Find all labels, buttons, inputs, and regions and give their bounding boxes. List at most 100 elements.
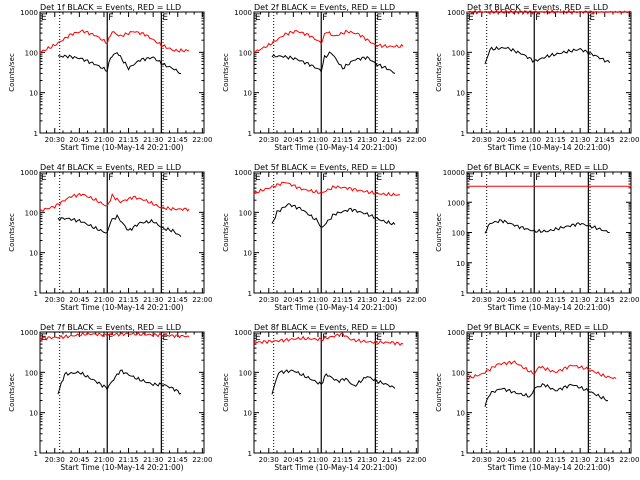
time-marker-label: E [589, 173, 595, 183]
x-axis-label: Start Time (10-May-14 20:21:00) [487, 303, 610, 312]
x-tick-label: 21:15 [118, 296, 138, 304]
x-tick-label: 20:30 [472, 136, 492, 144]
y-tick-label: 10 [29, 90, 38, 98]
x-tick-label: 21:00 [521, 296, 541, 304]
y-axis-label: Counts/sec [222, 373, 230, 412]
x-tick-label: 21:30 [357, 296, 377, 304]
x-tick-label: 20:30 [472, 456, 492, 464]
x-tick-label: 21:15 [118, 456, 138, 464]
time-marker-label: E [41, 173, 47, 183]
time-marker-label: F [108, 173, 113, 183]
x-tick-label: 22:00 [406, 456, 426, 464]
plot-frame [253, 171, 419, 294]
x-tick-label: 22:00 [192, 136, 212, 144]
time-marker-label: F [322, 173, 327, 183]
x-tick-label: 21:00 [94, 296, 114, 304]
time-marker-label: E [468, 173, 474, 183]
series-line-events [484, 46, 611, 65]
y-tick-label: 100 [25, 209, 38, 217]
time-marker-label: E [376, 173, 382, 183]
chart-title: Det 7f BLACK = Events, RED = LLD [40, 323, 181, 332]
y-tick-label: 1 [461, 290, 465, 298]
x-tick-label: 20:45 [496, 136, 516, 144]
x-tick-label: 21:45 [595, 136, 615, 144]
series-line-events [271, 51, 396, 74]
x-tick-label: 21:45 [168, 136, 188, 144]
time-marker-label: E [468, 333, 474, 343]
y-tick-label: 100 [239, 209, 252, 217]
x-tick-label: 21:15 [545, 456, 565, 464]
y-tick-label: 1000 [447, 9, 465, 17]
time-marker-label: E [255, 13, 261, 23]
x-axis-label: Start Time (10-May-14 20:21:00) [274, 463, 397, 472]
y-tick-label: 1000 [20, 169, 38, 177]
x-tick-label: 21:30 [570, 456, 590, 464]
time-marker-label: F [322, 13, 327, 23]
series-line-lld [39, 192, 190, 212]
series-line-events [271, 369, 396, 395]
y-tick-label: 10 [456, 260, 465, 268]
x-tick-label: 21:15 [332, 136, 352, 144]
y-tick-label: 100 [239, 49, 252, 57]
time-marker-label: E [162, 173, 168, 183]
x-tick-label: 20:45 [69, 296, 89, 304]
y-tick-label: 1 [248, 290, 252, 298]
time-marker-label: F [322, 333, 327, 343]
x-tick-label: 20:45 [69, 456, 89, 464]
x-tick-label: 21:30 [143, 296, 163, 304]
chart-title: Det 1f BLACK = Events, RED = LLD [40, 3, 181, 12]
x-tick-label: 21:30 [143, 136, 163, 144]
y-axis-label: Counts/sec [435, 53, 443, 92]
x-axis-label: Start Time (10-May-14 20:21:00) [60, 303, 183, 312]
x-tick-label: 22:00 [619, 456, 639, 464]
y-tick-label: 1000 [20, 329, 38, 337]
series-line-lld [39, 29, 190, 54]
time-marker-label: E [589, 333, 595, 343]
time-marker-label: E [589, 13, 595, 23]
x-axis-label: Start Time (10-May-14 20:21:00) [487, 143, 610, 152]
x-tick-label: 21:00 [308, 136, 328, 144]
plot-frame [466, 171, 632, 294]
y-axis-label: Counts/sec [8, 213, 16, 252]
x-tick-label: 20:30 [45, 296, 65, 304]
x-tick-label: 20:30 [472, 296, 492, 304]
y-tick-label: 1000 [447, 329, 465, 337]
x-tick-label: 21:30 [570, 296, 590, 304]
series-line-lld [39, 331, 190, 341]
y-axis-label: Counts/sec [222, 213, 230, 252]
chart-title: Det 2f BLACK = Events, RED = LLD [254, 3, 395, 12]
y-tick-label: 100 [452, 230, 465, 238]
x-tick-label: 20:45 [496, 296, 516, 304]
y-tick-label: 10 [243, 90, 252, 98]
series-line-events [484, 218, 610, 234]
x-tick-label: 21:15 [332, 456, 352, 464]
x-tick-label: 20:45 [283, 136, 303, 144]
chart-title: Det 3f BLACK = Events, RED = LLD [467, 3, 608, 12]
time-marker-label: F [108, 13, 113, 23]
y-tick-label: 100 [452, 369, 465, 377]
y-tick-label: 10 [29, 410, 38, 418]
x-tick-label: 20:30 [45, 456, 65, 464]
plot-frame [466, 11, 632, 134]
x-tick-label: 20:45 [69, 136, 89, 144]
y-tick-label: 1 [248, 450, 252, 458]
y-tick-label: 1 [34, 290, 38, 298]
y-tick-label: 1000 [234, 9, 252, 17]
y-tick-label: 1 [461, 450, 465, 458]
chart-title: Det 8f BLACK = Events, RED = LLD [254, 323, 395, 332]
series-line-lld [253, 332, 404, 347]
x-tick-label: 21:00 [94, 456, 114, 464]
y-tick-label: 1 [34, 130, 38, 138]
time-marker-label: E [376, 13, 382, 23]
time-marker-label: E [255, 333, 261, 343]
y-tick-label: 10 [456, 90, 465, 98]
y-tick-label: 100 [25, 49, 38, 57]
